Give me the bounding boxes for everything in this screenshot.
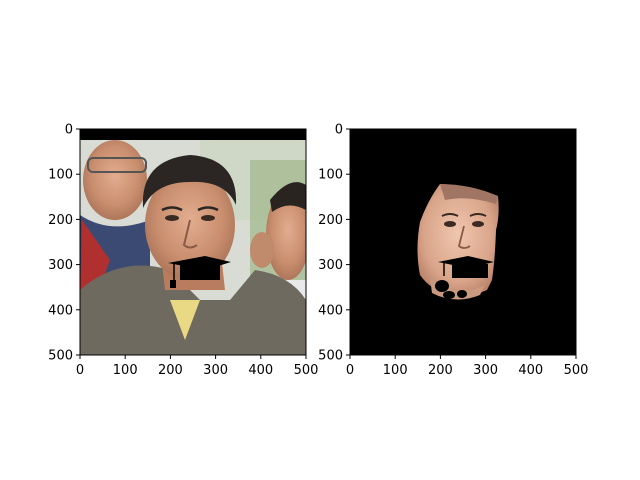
right-image-panel <box>350 129 576 355</box>
right-xtick-label: 0 <box>346 363 354 378</box>
right-xtick-label: 300 <box>473 363 498 378</box>
right-ytick-label: 300 <box>318 258 343 273</box>
right-ytick-label: 0 <box>335 123 343 138</box>
right-xtick-label: 200 <box>428 363 453 378</box>
left-image-frame <box>79 128 307 356</box>
right-xtick-label: 400 <box>518 363 543 378</box>
right-ytick-label: 500 <box>318 349 343 364</box>
right-xtick-label: 100 <box>383 363 408 378</box>
left-ytick-label: 0 <box>65 123 73 138</box>
left-image-panel <box>80 129 306 355</box>
left-ytick-label: 400 <box>48 303 73 318</box>
left-xtick-label: 0 <box>76 363 84 378</box>
left-ytick-label: 500 <box>48 349 73 364</box>
left-ytick-label: 200 <box>48 213 73 228</box>
left-ytick-label: 300 <box>48 258 73 273</box>
right-image-frame <box>349 128 577 356</box>
right-ytick-label: 200 <box>318 213 343 228</box>
left-xtick-label: 100 <box>113 363 138 378</box>
left-xtick-label: 200 <box>158 363 183 378</box>
left-xtick-label: 400 <box>248 363 273 378</box>
right-xtick-label: 500 <box>564 363 589 378</box>
left-xtick-label: 300 <box>203 363 228 378</box>
left-ytick-label: 100 <box>48 168 73 183</box>
right-ytick-label: 400 <box>318 303 343 318</box>
right-ytick-label: 100 <box>318 168 343 183</box>
left-xtick-label: 500 <box>294 363 319 378</box>
